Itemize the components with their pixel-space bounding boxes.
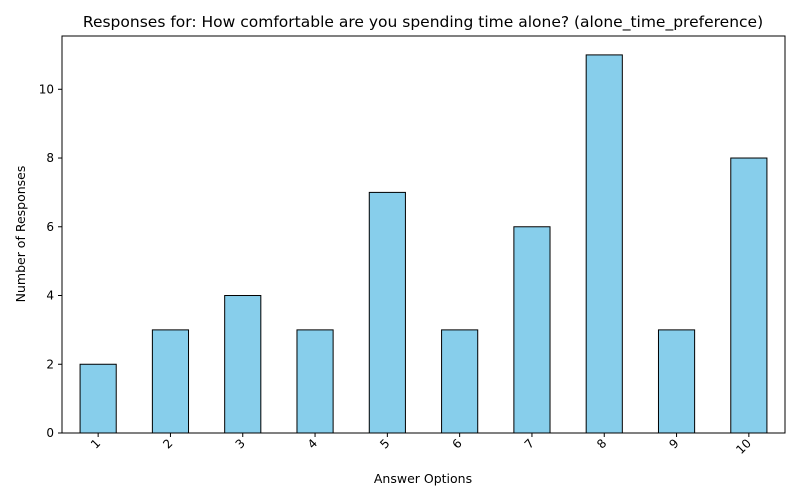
x-axis-label: Answer Options	[374, 471, 472, 486]
x-tick-label-6: 6	[449, 436, 464, 451]
x-tick-label-5: 5	[377, 436, 392, 451]
y-tick-label-10: 10	[39, 82, 54, 96]
x-tick-label-1: 1	[88, 436, 103, 451]
bar-3	[224, 295, 262, 434]
y-tick-label-4: 4	[46, 289, 54, 303]
bar-2	[151, 329, 190, 434]
y-axis-label: Number of Responses	[13, 166, 28, 303]
y-tick-label-2: 2	[46, 357, 54, 371]
x-tick-label-4: 4	[305, 436, 320, 451]
x-tick-label-9: 9	[666, 436, 681, 451]
x-tick-label-3: 3	[233, 436, 248, 451]
bar-5	[368, 191, 406, 434]
bar-10	[730, 157, 768, 434]
bar-6	[441, 329, 479, 434]
y-axis: 0 2 4 6 8 10	[39, 82, 62, 440]
x-tick-label-7: 7	[522, 436, 537, 451]
y-tick-label-0: 0	[46, 426, 54, 440]
bar-7	[513, 226, 551, 434]
bar-9	[657, 329, 696, 434]
bar-8	[585, 54, 623, 434]
bar-1	[79, 363, 117, 434]
bars-group	[79, 54, 768, 434]
x-axis: 1 2 3 4 5 6 7 8 9 10	[88, 433, 754, 457]
chart-title: Responses for: How comfortable are you s…	[83, 13, 763, 32]
bar-4	[296, 329, 334, 434]
x-tick-label-2: 2	[160, 436, 175, 451]
x-tick-label-8: 8	[594, 436, 609, 451]
plot-frame	[61, 35, 786, 434]
y-tick-label-6: 6	[46, 220, 54, 234]
y-tick-label-8: 8	[46, 151, 54, 165]
x-tick-label-10: 10	[733, 436, 754, 457]
